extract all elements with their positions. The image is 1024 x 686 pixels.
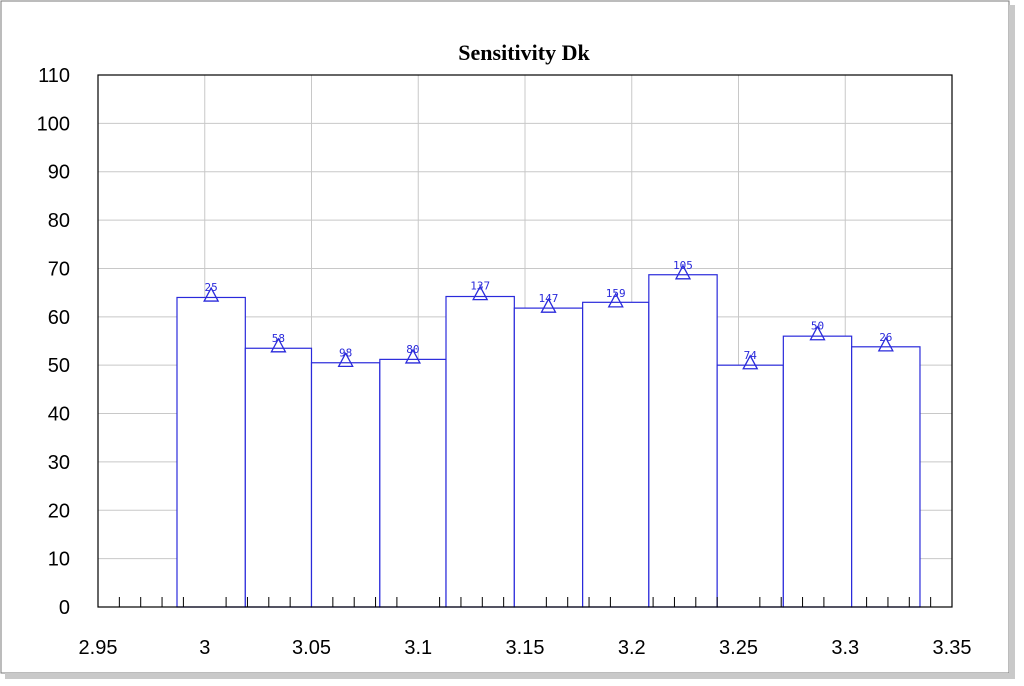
- bar-count-label: 147: [539, 292, 559, 305]
- histogram-bar: [513, 307, 584, 608]
- bar-count-label: 80: [406, 343, 419, 356]
- y-tick-label: 110: [38, 65, 70, 87]
- x-tick-label: 3.2: [618, 637, 646, 659]
- triangle-marker: [337, 351, 354, 367]
- bar-count-label: 105: [673, 259, 693, 272]
- x-tick-label: 3.3: [831, 637, 859, 659]
- axes: [97, 74, 953, 608]
- y-tick-label: 20: [48, 500, 70, 522]
- y-tick-label: 90: [48, 162, 70, 184]
- x-tick-label: 2.95: [79, 637, 118, 659]
- y-tick-label: 0: [59, 597, 70, 619]
- bar-count-label: 58: [272, 332, 285, 345]
- chart-title: Sensitivity Dk: [458, 40, 590, 65]
- triangle-marker: [540, 297, 557, 313]
- triangle-marker: [203, 286, 220, 302]
- bar-count-label: 25: [205, 281, 218, 294]
- histogram-bar: [582, 301, 650, 608]
- y-tick-label: 50: [48, 355, 70, 377]
- histogram-bar: [176, 296, 246, 608]
- y-tick-label: 40: [48, 404, 70, 426]
- triangle-marker: [809, 325, 826, 341]
- triangle-marker: [270, 337, 287, 353]
- bars: 25 58 98 80 137 147 159 105 74 50 26: [176, 259, 921, 608]
- y-tick-label: 10: [48, 549, 70, 571]
- x-tick-label: 3: [199, 637, 210, 659]
- triangle-marker: [674, 264, 692, 280]
- x-tick-label: 3.35: [933, 637, 972, 659]
- y-tick-label: 30: [48, 452, 70, 474]
- y-tick-label: 60: [48, 307, 70, 329]
- histogram-bar: [782, 335, 853, 608]
- triangle-marker: [877, 336, 894, 352]
- histogram-bar: [648, 274, 718, 608]
- tick-labels: 0 10 20 30 40 50 60 70 80 90 100 110 2.95 3 3.05 3.1 3.1…: [37, 65, 972, 659]
- histogram-bar: [716, 364, 784, 608]
- y-tick-label: 70: [48, 258, 70, 280]
- bar-count-label: 50: [811, 320, 824, 333]
- triangle-marker: [472, 285, 489, 301]
- frame-shadow-bottom: [5, 673, 1015, 679]
- x-tick-label: 3.25: [719, 637, 758, 659]
- histogram-bar: [851, 346, 921, 608]
- histogram-bar: [310, 362, 381, 608]
- x-tick-label: 3.1: [404, 637, 432, 659]
- x-tick-label: 3.15: [506, 637, 545, 659]
- bar-count-label: 26: [879, 331, 892, 344]
- bar-count-label: 74: [744, 349, 758, 362]
- y-tick-label: 100: [37, 113, 70, 135]
- triangle-marker: [404, 348, 422, 364]
- bar-count-label: 137: [470, 280, 490, 293]
- histogram-bar: [379, 358, 447, 608]
- triangle-marker: [607, 292, 624, 308]
- plot-border: [97, 74, 953, 608]
- y-tick-label: 80: [48, 210, 70, 232]
- bar-count-label: 98: [339, 346, 352, 359]
- histogram-bar: [244, 347, 313, 608]
- triangle-marker: [742, 354, 759, 370]
- x-tick-label: 3.05: [292, 637, 331, 659]
- frame-shadow-right: [1009, 5, 1015, 677]
- bar-count-label: 159: [606, 287, 626, 300]
- histogram-bar: [445, 295, 515, 608]
